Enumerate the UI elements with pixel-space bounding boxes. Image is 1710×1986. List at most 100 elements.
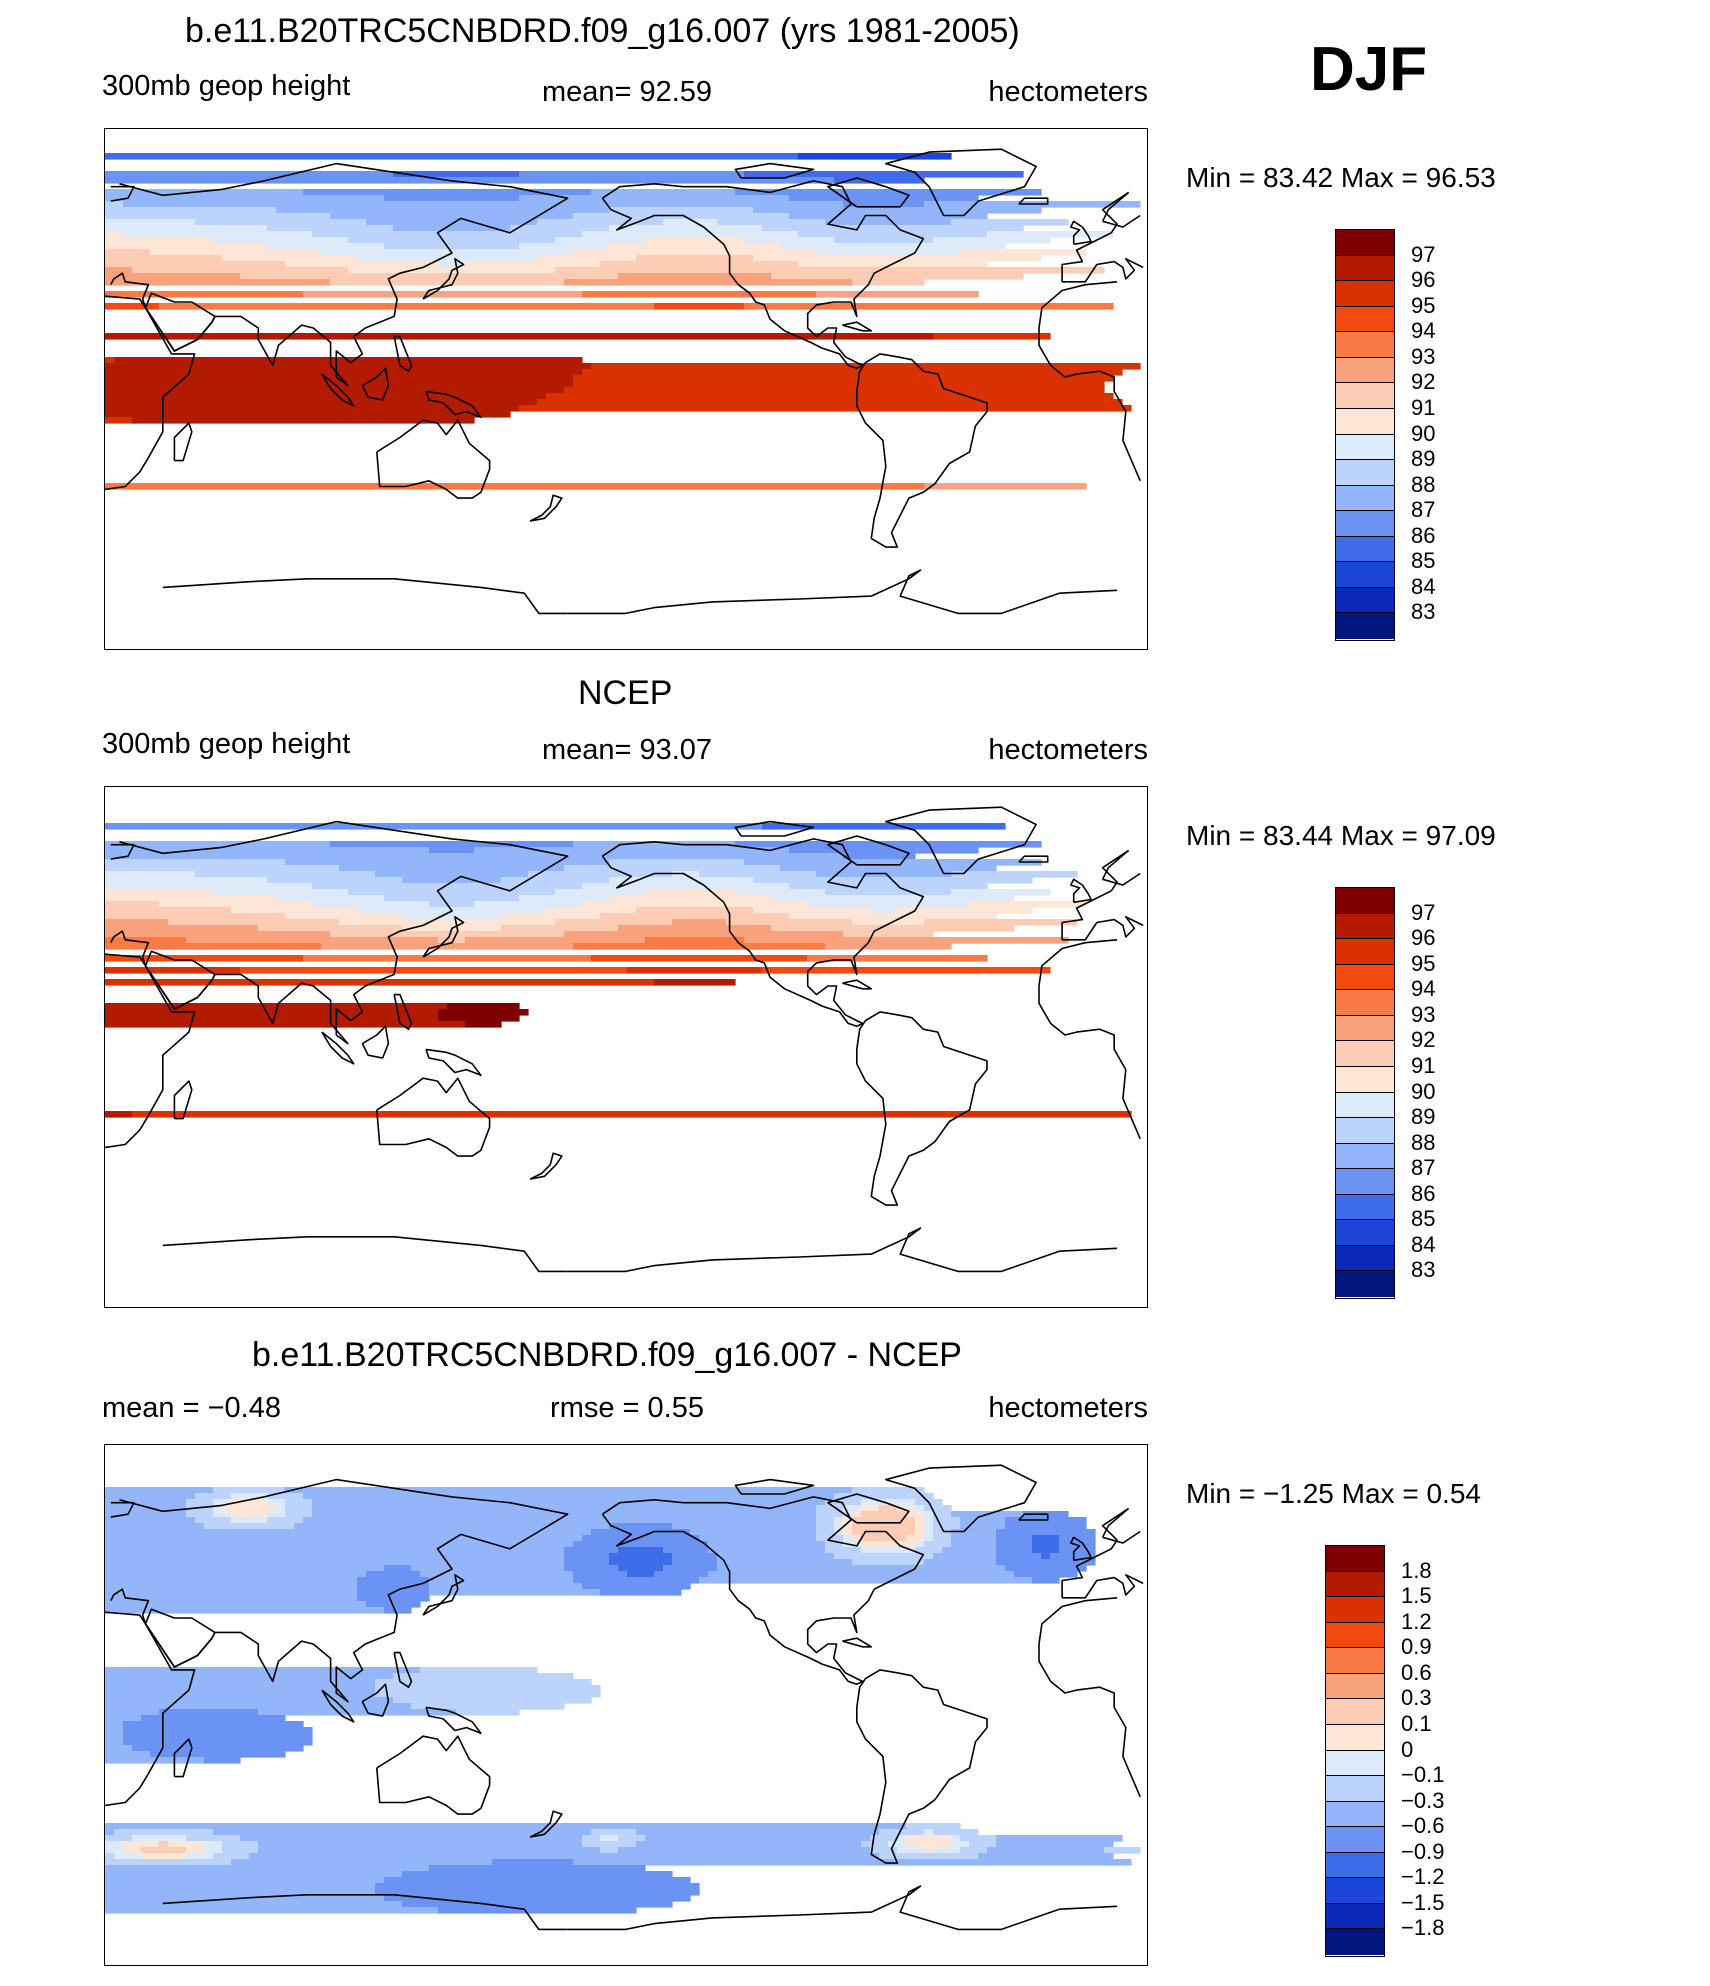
coastlines xyxy=(105,1464,1144,1931)
coastline xyxy=(601,838,925,1028)
coastline xyxy=(827,1493,910,1524)
coastline xyxy=(567,1227,1118,1273)
colorbar-swatch xyxy=(1336,408,1394,435)
coastline xyxy=(393,1651,413,1688)
coastline xyxy=(601,1496,925,1686)
colorbar-swatch xyxy=(1326,1776,1384,1802)
colorbar-swatch xyxy=(1336,1066,1394,1093)
coastline xyxy=(885,1464,1037,1533)
coastline xyxy=(842,1637,873,1648)
colorbar-label: 85 xyxy=(1411,548,1436,574)
panel-1-variable-label: 300mb geop height xyxy=(102,70,351,102)
colorbar-label: 88 xyxy=(1411,471,1436,497)
colorbar-swatch xyxy=(1336,939,1394,965)
coastline xyxy=(1102,214,1141,228)
colorbar-swatch xyxy=(1336,306,1394,333)
colorbar-swatch xyxy=(1336,1245,1394,1272)
colorbar-swatch xyxy=(1336,587,1394,614)
coastline xyxy=(361,367,390,401)
coastline xyxy=(376,1735,491,1815)
colorbar-label: 96 xyxy=(1411,267,1436,293)
colorbar-label: −1.2 xyxy=(1401,1864,1445,1890)
colorbar-swatch xyxy=(1336,1194,1394,1221)
colorbar-label: 94 xyxy=(1411,318,1436,344)
colorbar-label: 91 xyxy=(1411,1052,1436,1078)
colorbar-swatch xyxy=(1336,1118,1394,1144)
colorbar-swatch xyxy=(1326,1648,1384,1674)
coastline xyxy=(1070,1536,1092,1562)
coastline xyxy=(842,979,873,990)
coastline xyxy=(376,419,491,499)
colorbar-label: 88 xyxy=(1411,1129,1436,1155)
coastline xyxy=(1102,1530,1141,1544)
panel-3-map xyxy=(104,1444,1148,1966)
coastline xyxy=(1061,849,1130,940)
coastline xyxy=(856,1669,988,1864)
coastlines xyxy=(105,806,1144,1273)
colorbar-swatch xyxy=(1336,230,1394,256)
colorbar-label: 87 xyxy=(1411,1155,1436,1181)
colorbar-swatch xyxy=(1336,434,1394,461)
colorbar-swatch xyxy=(1336,1143,1394,1170)
coastline xyxy=(1038,939,1118,987)
coastline xyxy=(361,1025,390,1059)
panel-3-mean-label: mean = −0.48 xyxy=(102,1392,281,1424)
colorbar-label: 97 xyxy=(1411,899,1436,925)
colorbar-label: 1.5 xyxy=(1401,1583,1432,1609)
colorbar-swatch xyxy=(1336,562,1394,588)
coastline xyxy=(601,180,925,370)
colorbar-swatch xyxy=(1336,332,1394,358)
colorbar-label: 0.3 xyxy=(1401,1685,1432,1711)
coastline xyxy=(1062,916,1144,941)
coastline xyxy=(1101,849,1130,880)
colorbar-label: 85 xyxy=(1411,1206,1436,1232)
coastline xyxy=(885,806,1037,875)
colorbar-swatch xyxy=(1336,255,1394,282)
panel-3-rmse-label: rmse = 0.55 xyxy=(550,1392,704,1424)
colorbar-label: 90 xyxy=(1411,1078,1436,1104)
colorbar-swatches xyxy=(1325,1545,1385,1957)
colorbar-swatch xyxy=(1336,485,1394,512)
colorbar-label: 84 xyxy=(1411,573,1436,599)
colorbar-swatch xyxy=(1326,1546,1384,1572)
coastline xyxy=(1038,328,1141,482)
coastline xyxy=(567,1885,1118,1931)
coastline xyxy=(162,578,568,615)
colorbar-label: −0.9 xyxy=(1401,1838,1445,1864)
coastline xyxy=(422,1574,465,1616)
panel-3-title: b.e11.B20TRC5CNBDRD.f09_g16.007 - NCEP xyxy=(252,1336,962,1374)
colorbar-label: 95 xyxy=(1411,950,1436,976)
coastline xyxy=(144,292,216,352)
colorbar-swatch xyxy=(1326,1597,1384,1623)
coastline xyxy=(1038,1644,1141,1798)
coastline xyxy=(425,390,482,419)
coastline xyxy=(425,1706,482,1735)
colorbar-label: 93 xyxy=(1411,1001,1436,1027)
colorbar-label: −1.8 xyxy=(1401,1915,1445,1941)
colorbar-label: 89 xyxy=(1411,446,1436,472)
coastline xyxy=(162,1236,568,1273)
coastline xyxy=(110,843,135,860)
panel-1-units-label: hectometers xyxy=(988,76,1148,108)
colorbar-swatch xyxy=(1336,990,1394,1016)
colorbar-swatch xyxy=(1336,357,1394,384)
colorbar-swatch xyxy=(1336,1220,1394,1246)
panel-2-title: NCEP xyxy=(578,674,673,712)
coastline xyxy=(734,820,815,837)
coastline xyxy=(173,1738,193,1778)
panel-1-contour-field xyxy=(105,148,1144,615)
colorbar-label: 0.1 xyxy=(1401,1710,1432,1736)
colorbar-swatch xyxy=(1326,1903,1384,1930)
coastline xyxy=(1038,986,1141,1140)
coastline xyxy=(110,185,135,202)
colorbar-label: −1.5 xyxy=(1401,1889,1445,1915)
colorbar-label: 90 xyxy=(1411,420,1436,446)
colorbar-label: 84 xyxy=(1411,1231,1436,1257)
colorbar-swatch xyxy=(1326,1929,1384,1955)
panel-2-contour-field xyxy=(105,806,1144,1273)
colorbar-label: 1.2 xyxy=(1401,1608,1432,1634)
coastline xyxy=(856,353,988,548)
coastline xyxy=(1061,191,1130,282)
coastline xyxy=(529,1152,563,1180)
colorbar-swatch xyxy=(1326,1673,1384,1700)
